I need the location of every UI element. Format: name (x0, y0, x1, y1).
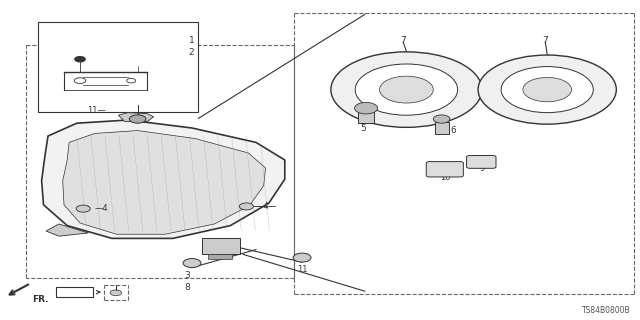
Polygon shape (202, 238, 240, 254)
Text: 5: 5 (361, 124, 366, 133)
Circle shape (355, 102, 378, 114)
Text: 9: 9 (480, 164, 485, 173)
Circle shape (380, 76, 433, 103)
Text: —4: —4 (95, 204, 108, 213)
Circle shape (76, 205, 90, 212)
FancyBboxPatch shape (467, 156, 496, 168)
Text: 2: 2 (189, 48, 195, 57)
Circle shape (501, 67, 593, 113)
Circle shape (239, 203, 253, 210)
Text: 6: 6 (450, 126, 456, 135)
Text: —4: —4 (256, 202, 269, 211)
Circle shape (183, 259, 201, 268)
Polygon shape (118, 113, 154, 122)
Text: B-46: B-46 (65, 288, 84, 297)
Circle shape (355, 64, 458, 115)
Bar (358, 111, 374, 123)
Circle shape (523, 77, 572, 102)
Circle shape (110, 290, 122, 296)
Text: FR.: FR. (32, 295, 49, 304)
Circle shape (478, 55, 616, 124)
Circle shape (293, 253, 311, 262)
Circle shape (331, 52, 482, 127)
Text: 11—: 11— (87, 106, 106, 115)
Text: 11: 11 (297, 265, 307, 274)
Text: TS84B0800B: TS84B0800B (582, 306, 630, 315)
Bar (435, 122, 449, 134)
Bar (56, 287, 93, 297)
FancyBboxPatch shape (426, 162, 463, 177)
Text: 7: 7 (401, 36, 406, 44)
Text: 8: 8 (185, 284, 190, 292)
Text: 7: 7 (543, 36, 548, 44)
Polygon shape (46, 224, 88, 236)
Circle shape (433, 115, 450, 123)
Text: 3: 3 (185, 271, 190, 280)
Bar (38, 22, 198, 112)
Circle shape (75, 57, 85, 62)
Polygon shape (63, 131, 266, 234)
Polygon shape (42, 120, 285, 238)
Bar (208, 254, 232, 259)
Circle shape (129, 115, 146, 123)
Text: 1: 1 (189, 36, 195, 44)
Text: 10: 10 (440, 173, 451, 182)
